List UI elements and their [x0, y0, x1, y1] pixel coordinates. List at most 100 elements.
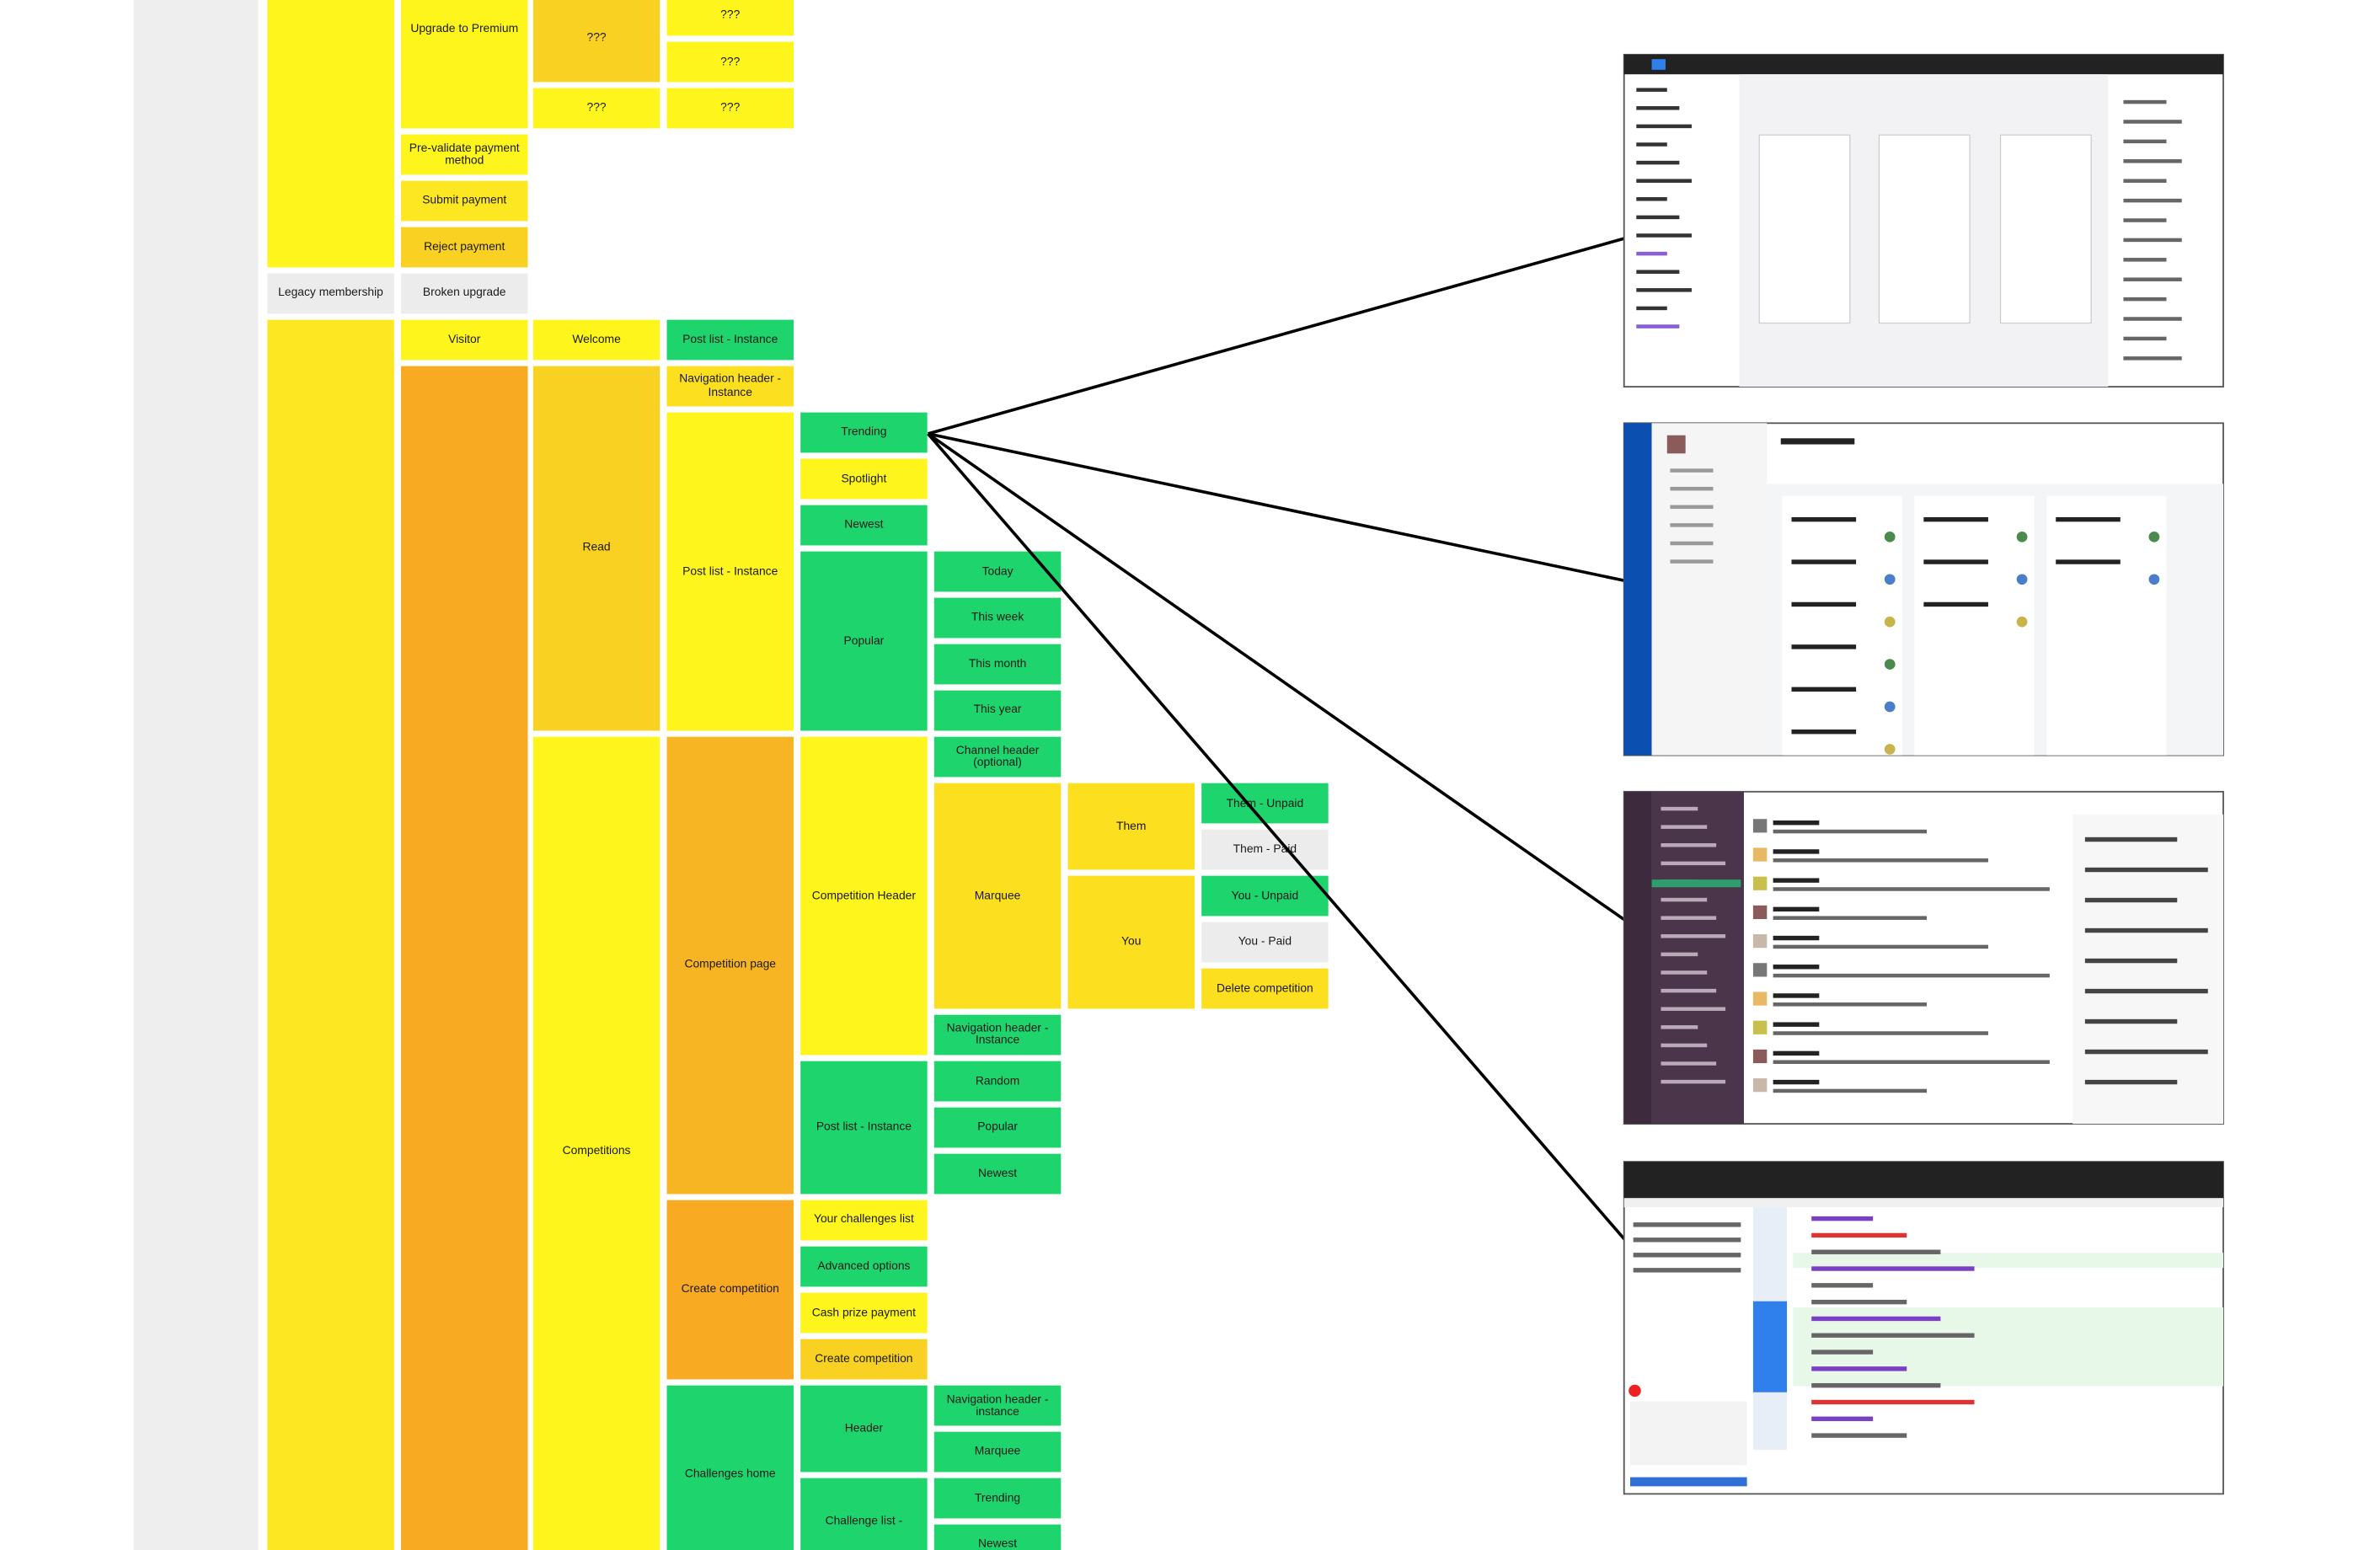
note: [1067, 783, 1195, 870]
note: [1201, 783, 1329, 824]
wire: [1633, 1222, 1741, 1227]
wire: [1773, 1031, 1988, 1035]
note-label-box: Your challenges list: [813, 1212, 914, 1227]
note: [666, 412, 794, 731]
note-label: Your challenges list: [813, 1212, 914, 1227]
wire: [2123, 258, 2167, 262]
note-label-box: Random: [976, 1074, 1019, 1087]
wire: [2016, 574, 2028, 585]
note-label-box: You: [1121, 935, 1141, 948]
note-label-box: Reject payment: [424, 240, 505, 253]
wire: [1811, 1399, 1975, 1405]
note: [401, 0, 528, 129]
note-label-box: Header: [844, 1420, 884, 1435]
note-label: Create competition: [681, 1281, 779, 1296]
note: [666, 736, 794, 1195]
note-label: Challenge list -: [825, 1513, 903, 1528]
note: [800, 1200, 928, 1241]
note: [401, 227, 528, 268]
note-label-box: Trending: [841, 425, 886, 438]
note: [267, 0, 394, 268]
wire: [1636, 251, 1667, 256]
wire: [2123, 297, 2167, 302]
wire: [1636, 215, 1680, 220]
note-label: Navigation header - Instance: [946, 1020, 1049, 1047]
note-label-box: Competition Header: [811, 888, 916, 902]
note: [1201, 968, 1329, 1009]
note: [933, 1153, 1062, 1195]
wire: [1666, 435, 1686, 454]
note: [666, 319, 794, 361]
wire: [1923, 601, 1988, 607]
note: [666, 0, 794, 36]
note: [401, 180, 528, 222]
wire: [1623, 791, 1652, 1125]
wire: [1630, 1401, 1747, 1466]
note-label-box: Post list - Instance: [682, 332, 778, 346]
note-label: ???: [586, 30, 607, 45]
note-label: This year: [973, 703, 1022, 717]
note-label-box: Marquee: [975, 889, 1021, 901]
wire: [1752, 991, 1768, 1006]
note-label: Delete competition: [1217, 981, 1313, 995]
note: [933, 690, 1062, 731]
note-label-box: ???: [587, 101, 607, 114]
note-label-box: ???: [720, 8, 740, 21]
note-label-box: Competition page: [684, 957, 777, 972]
note-label: Post list - Instance: [682, 332, 778, 346]
note-label-box: Marquee: [975, 1445, 1021, 1457]
wire: [1752, 1049, 1768, 1064]
wire: [1636, 88, 1667, 92]
note-label: Pre-validate payment method: [409, 140, 520, 167]
note-label: Legacy membership: [278, 286, 383, 300]
note: [933, 1014, 1062, 1056]
note-label: Competition Header: [811, 888, 916, 902]
note-label: This week: [971, 610, 1024, 624]
wire: [2084, 958, 2178, 964]
wire: [1811, 1333, 1975, 1338]
note-label-box: This week: [971, 610, 1024, 624]
wire: [1773, 993, 1820, 998]
wire: [1811, 1382, 1941, 1388]
note: [800, 1339, 928, 1380]
note-label-box: Popular: [844, 634, 885, 647]
note-label-box: Competitions: [563, 1144, 631, 1157]
wire: [1773, 1088, 1927, 1093]
wire: [1791, 729, 1857, 735]
note-label-box: ???: [586, 30, 607, 45]
note-label: Submit payment: [422, 193, 507, 207]
note-label: Header: [844, 1420, 884, 1435]
note-label: Welcome: [572, 332, 621, 346]
wire: [1651, 879, 1741, 888]
wire: [1773, 887, 2050, 891]
note-label: Popular: [977, 1120, 1018, 1134]
wire: [1661, 843, 1717, 847]
wire: [1773, 1050, 1820, 1056]
wire: [1752, 963, 1768, 977]
note-label: Upgrade to Premium: [410, 21, 519, 35]
wire: [2123, 198, 2182, 203]
wire: [1661, 916, 1717, 920]
wire: [1661, 1007, 1726, 1011]
note-label: Create competition: [815, 1351, 913, 1366]
wire: [1670, 541, 1714, 546]
note-label: Competition page: [684, 957, 777, 972]
wire: [1651, 791, 1744, 1125]
wire: [1773, 973, 2050, 978]
wire: [1773, 1022, 1820, 1027]
wire: [2123, 218, 2167, 222]
wire: [1661, 1043, 1708, 1048]
wire: [1773, 849, 1820, 854]
wire: [1811, 1433, 1907, 1438]
note-label-box: This month: [969, 657, 1027, 670]
note: [800, 736, 928, 1056]
note: [933, 597, 1062, 639]
wire: [1633, 1253, 1741, 1258]
note-label-box: Welcome: [572, 332, 621, 346]
wire: [1661, 1061, 1717, 1066]
wire: [1884, 744, 1896, 755]
wire: [1752, 1020, 1768, 1034]
note-label: ???: [720, 100, 741, 115]
note-label-box: ???: [720, 100, 741, 115]
